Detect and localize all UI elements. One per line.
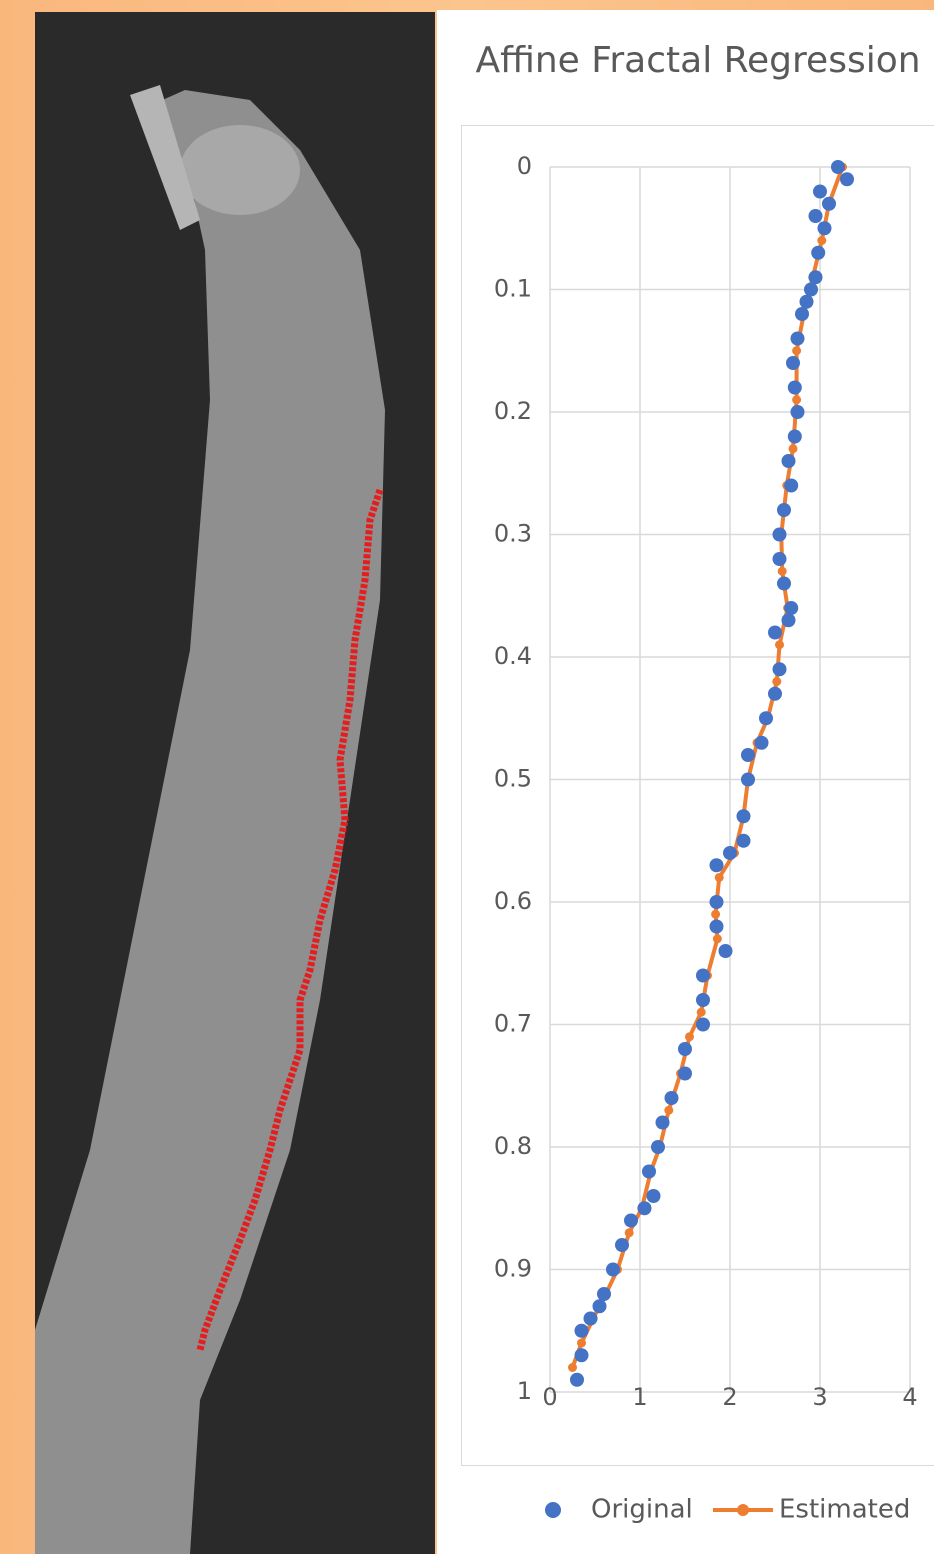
point	[615, 1238, 629, 1252]
point	[811, 246, 825, 260]
point	[741, 748, 755, 762]
point	[651, 1140, 665, 1154]
micrograph	[35, 12, 435, 1554]
point	[647, 1189, 661, 1203]
legend-marker	[737, 1504, 749, 1516]
point	[575, 1324, 589, 1338]
point	[800, 295, 814, 309]
point	[755, 736, 769, 750]
point	[775, 640, 784, 649]
point	[642, 1165, 656, 1179]
point	[818, 221, 832, 235]
point	[664, 1106, 673, 1115]
point	[809, 270, 823, 284]
point	[697, 1008, 706, 1017]
x-tick-label: 4	[902, 1383, 917, 1411]
point	[696, 993, 710, 1007]
point	[822, 197, 836, 211]
y-tick-label: 0.8	[494, 1132, 532, 1160]
point	[737, 834, 751, 848]
point	[778, 567, 787, 576]
point	[840, 172, 854, 186]
point	[710, 858, 724, 872]
point	[804, 283, 818, 297]
y-tick-label: 0.7	[494, 1010, 532, 1038]
point	[773, 528, 787, 542]
legend-marker	[545, 1502, 561, 1518]
point	[788, 381, 802, 395]
point	[773, 662, 787, 676]
point	[773, 552, 787, 566]
page: Affine Fractal Regression 0 0.1 0.2 0.3 0.4 0…	[0, 0, 934, 1554]
y-tick-label: 0.2	[494, 397, 532, 425]
figure: Affine Fractal Regression 0 0.1 0.2 0.3 0.4 0…	[0, 0, 934, 1554]
y-tick-label: 0.4	[494, 642, 532, 670]
point	[786, 356, 800, 370]
point	[685, 1032, 694, 1041]
point	[710, 895, 724, 909]
y-tick-label: 0	[517, 152, 532, 180]
point	[792, 346, 801, 355]
point	[597, 1287, 611, 1301]
point	[710, 920, 724, 934]
point	[772, 677, 781, 686]
x-tick-label: 1	[632, 1383, 647, 1411]
point	[782, 454, 796, 468]
point	[606, 1263, 620, 1277]
point	[737, 809, 751, 823]
point	[678, 1067, 692, 1081]
point	[584, 1312, 598, 1326]
point	[795, 307, 809, 321]
x-tick-label: 3	[812, 1383, 827, 1411]
point	[789, 444, 798, 453]
point	[625, 1228, 634, 1237]
point	[759, 711, 773, 725]
point	[809, 209, 823, 223]
point	[817, 236, 826, 245]
x-tick-label: 0	[542, 1383, 557, 1411]
point	[568, 1363, 577, 1372]
point	[813, 185, 827, 199]
point	[713, 934, 722, 943]
point	[768, 626, 782, 640]
y-tick-label: 0.6	[494, 887, 532, 915]
point	[741, 773, 755, 787]
y-tick-label: 0.5	[494, 765, 532, 793]
point	[784, 601, 798, 615]
point	[593, 1299, 607, 1313]
point	[784, 479, 798, 493]
point	[777, 577, 791, 591]
point	[711, 910, 720, 919]
point	[624, 1214, 638, 1228]
point	[831, 160, 845, 174]
point	[696, 1018, 710, 1032]
point	[792, 395, 801, 404]
point	[723, 846, 737, 860]
point	[791, 332, 805, 346]
point	[665, 1091, 679, 1105]
point	[791, 405, 805, 419]
point	[768, 687, 782, 701]
y-tick-label: 1	[517, 1377, 532, 1405]
y-tick-label: 0.3	[494, 520, 532, 548]
point	[575, 1348, 589, 1362]
point	[577, 1339, 586, 1348]
point	[638, 1201, 652, 1215]
legend-label: Estimated	[779, 1495, 910, 1525]
point	[715, 873, 724, 882]
point	[719, 944, 733, 958]
point	[788, 430, 802, 444]
point	[570, 1373, 584, 1387]
point	[696, 969, 710, 983]
y-tick-label: 0.9	[494, 1255, 532, 1283]
point	[777, 503, 791, 517]
point	[782, 613, 796, 627]
y-tick-label: 0.1	[494, 275, 532, 303]
point	[656, 1116, 670, 1130]
chart-title: Affine Fractal Regression	[475, 40, 920, 81]
x-tick-label: 2	[722, 1383, 737, 1411]
point	[678, 1042, 692, 1056]
legend-label: Original	[591, 1495, 693, 1525]
